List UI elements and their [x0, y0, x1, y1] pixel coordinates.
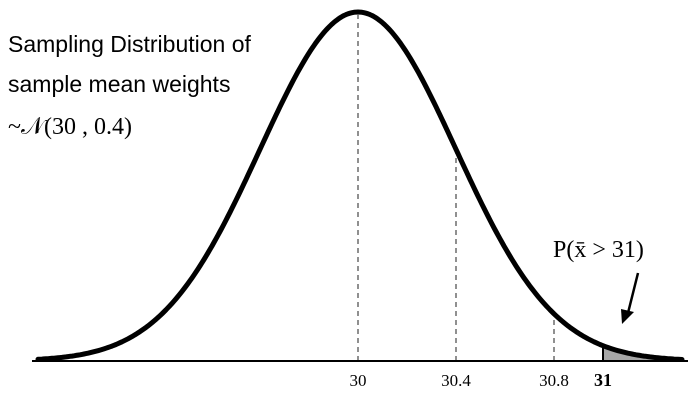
title-line-2: sample mean weights [8, 71, 230, 97]
density-curve [35, 9, 685, 362]
title-line-1: Sampling Distribution of [8, 31, 252, 57]
pointer-arrow [621, 272, 640, 324]
title-line-3: ~𝒩(30 , 0.4) [8, 114, 132, 140]
tick-label-31: 31 [594, 370, 612, 390]
probability-label: P(x̄ > 31) [553, 237, 644, 263]
tick-label-30-8: 30.8 [539, 371, 569, 390]
tick-label-30: 30 [350, 371, 367, 390]
shaded-tail-area [603, 345, 682, 361]
tick-label-30-4: 30.4 [441, 371, 471, 390]
